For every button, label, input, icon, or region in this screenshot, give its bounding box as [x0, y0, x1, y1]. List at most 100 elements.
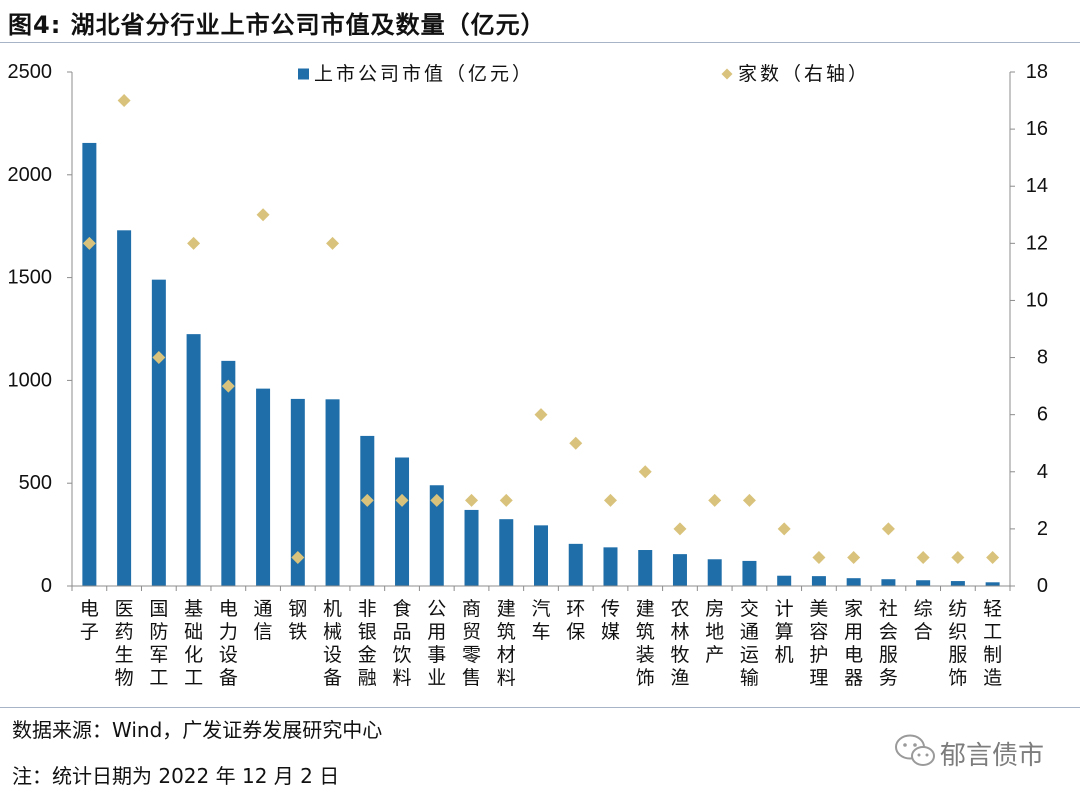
market-cap-bar [290, 398, 305, 586]
x-tick-label: 环保 [566, 598, 586, 643]
market-cap-bar [777, 575, 792, 586]
x-tick-label: 基础化工 [184, 598, 204, 689]
x-tick-label: 房地产 [705, 598, 725, 666]
company-count-marker [152, 351, 166, 365]
company-count-marker [742, 493, 756, 507]
data-source: 数据来源：Wind，广发证券发展研究中心 [12, 718, 383, 742]
company-count-marker [326, 236, 340, 250]
x-axis-labels: 电子 医药生物 国防军工 基础化工 电力设备 通信 钢铁 机械设备 非银金融 食品饮料 公用事业 商贸… [79, 598, 1003, 689]
x-tick-label: 食品饮料 [392, 598, 412, 689]
footer-divider [0, 707, 1080, 708]
x-tick-label: 非银金融 [357, 598, 377, 689]
x-tick-label: 汽车 [531, 598, 551, 643]
y-left-tick-label: 1000 [8, 369, 53, 391]
market-cap-bar [707, 559, 722, 586]
company-count-marker [291, 550, 305, 564]
legend-swatch-company-count [721, 68, 733, 80]
market-cap-bar [881, 579, 896, 586]
y-right-tick-label: 18 [1026, 61, 1048, 83]
x-tick-label: 建筑装饰 [635, 598, 655, 689]
company-count-marker [82, 236, 96, 250]
y-left-tick-label: 0 [41, 575, 52, 597]
company-count-marker [603, 493, 617, 507]
legend-label-company-count: 家数（右轴） [738, 63, 870, 85]
x-tick-label: 社会服务 [878, 598, 898, 689]
company-count-marker [951, 550, 965, 564]
company-count-marker [221, 379, 235, 393]
legend-swatch-market-cap [298, 68, 309, 80]
x-tick-label: 轻工制造 [983, 598, 1003, 689]
market-cap-bar [568, 543, 583, 586]
x-tick-label: 国防军工 [149, 598, 169, 689]
company-count-marker [708, 493, 722, 507]
market-cap-bar [82, 142, 97, 586]
company-count-marker [638, 465, 652, 479]
x-tick-label: 传媒 [600, 598, 620, 643]
market-cap-bar [464, 509, 479, 586]
x-tick-label: 综合 [913, 598, 933, 643]
y-left-tick-label: 2500 [8, 61, 53, 83]
x-tick-label: 商贸零售 [462, 598, 482, 689]
company-count-marker [256, 208, 270, 222]
y-left-tick-label: 1500 [8, 267, 53, 289]
x-tick-label: 计算机 [774, 598, 794, 666]
y-right-tick-label: 6 [1037, 404, 1048, 426]
y-right-tick-label: 0 [1037, 575, 1048, 597]
y-right-tick-label: 2 [1037, 518, 1048, 540]
market-cap-bar [672, 554, 687, 586]
footnote: 注：统计日期为 2022 年 12 月 2 日 [12, 764, 340, 788]
title-divider [0, 42, 1080, 43]
market-cap-bar [429, 485, 444, 586]
y-left-tick-label: 500 [19, 472, 52, 494]
company-count-marker [117, 94, 131, 108]
market-cap-bar [534, 525, 548, 586]
market-cap-bar [950, 581, 965, 586]
y-right-tick-label: 14 [1026, 175, 1048, 197]
market-cap-bar [811, 576, 826, 586]
x-tick-label: 家用电器 [844, 598, 864, 689]
legend-label-market-cap: 上市公司市值（亿元） [314, 63, 534, 85]
x-tick-label: 通信 [253, 598, 273, 643]
company-count-marker [360, 493, 374, 507]
chart: 0 500 1000 1500 2000 2500 0 2 4 6 8 10 12 14 16 18 上市公司市… [8, 61, 1049, 597]
legend: 上市公司市值（亿元） 家数（右轴） [298, 63, 870, 85]
company-count-marker [569, 436, 583, 450]
market-cap-bar [916, 580, 931, 586]
market-cap-bar [395, 457, 410, 586]
y-left-tick-label: 2000 [8, 164, 53, 186]
x-tick-label: 医药生物 [114, 598, 134, 689]
y-right-tick-label: 8 [1037, 347, 1048, 369]
market-cap-bar [846, 578, 861, 586]
company-count-marker [881, 522, 895, 536]
wechat-icon [895, 734, 935, 766]
x-tick-label: 建筑材料 [496, 598, 516, 689]
market-cap-bar [256, 388, 271, 586]
x-tick-label: 农林牧渔 [670, 598, 690, 689]
market-cap-bar [360, 435, 375, 586]
company-count-marker [465, 493, 479, 507]
y-right-tick-label: 4 [1037, 461, 1048, 483]
company-count-marker [673, 522, 687, 536]
market-cap-bar [221, 360, 236, 586]
x-tick-label: 交通运输 [739, 598, 759, 689]
company-count-marker [499, 493, 513, 507]
x-tick-label: 机械设备 [323, 598, 343, 689]
company-count-marker [395, 493, 409, 507]
x-tick-label: 钢铁 [288, 598, 308, 643]
x-tick-label: 电子 [79, 598, 99, 643]
x-tick-label: 公用事业 [427, 598, 447, 689]
company-count-marker [187, 236, 201, 250]
watermark-text: 郁言债市 [940, 741, 1045, 771]
x-tick-label: 美容护理 [809, 598, 829, 689]
market-cap-bar [325, 399, 340, 586]
company-count-marker [916, 550, 930, 564]
y-right-tick-label: 10 [1026, 289, 1048, 311]
company-count-marker [430, 493, 444, 507]
market-cap-bar [742, 560, 757, 586]
x-tick-label: 纺织服饰 [948, 598, 968, 689]
company-count-marker [777, 522, 791, 536]
figure-title: 图4: 湖北省分行业上市公司市值及数量（亿元） [8, 11, 546, 39]
x-tick-label: 电力设备 [218, 598, 238, 689]
market-cap-bar [117, 230, 132, 586]
y-right-tick-label: 12 [1026, 232, 1048, 254]
